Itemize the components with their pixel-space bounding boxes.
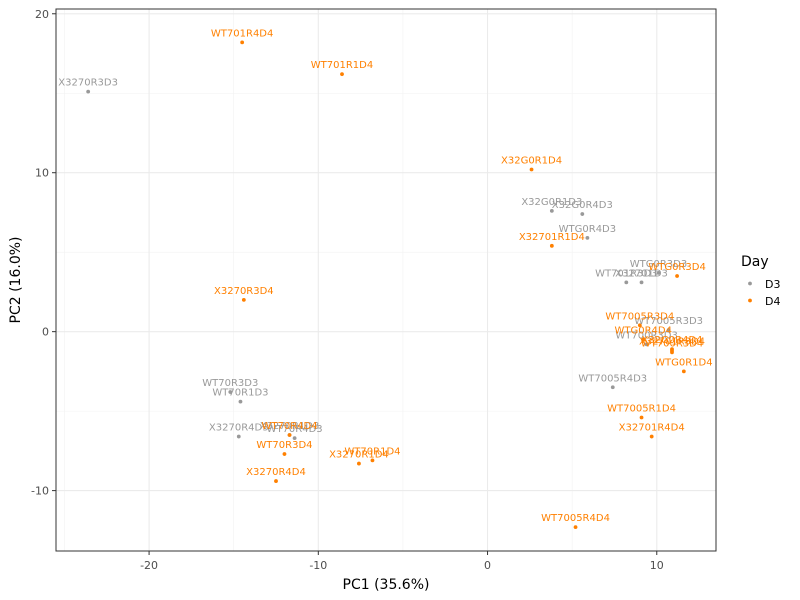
point-label: X3270R3D4	[214, 286, 274, 297]
point-label: WT70R1D3	[212, 388, 268, 399]
data-point-d3	[639, 280, 644, 285]
point-label: WT700R3D3	[615, 330, 677, 341]
point-label: X32G0R4D4	[641, 335, 702, 346]
point-label: X3270R3D3	[58, 78, 118, 89]
grid-lines	[56, 9, 716, 551]
data-point-d4	[637, 323, 642, 328]
point-label: WTG0R3D3	[630, 259, 687, 270]
data-points	[86, 40, 686, 530]
data-point-d3	[86, 89, 91, 94]
point-label: WTG0R1D4	[655, 357, 712, 368]
panel-border	[55, 8, 717, 552]
point-label: WT701R1D4	[311, 60, 373, 71]
point-label: X3270R4D4	[246, 467, 306, 478]
data-point-d4	[274, 479, 278, 483]
panel-background	[56, 9, 716, 551]
point-label: WT70R1D4	[344, 446, 400, 457]
point-label: WTG0R4D3	[559, 224, 616, 235]
data-point-d3	[610, 385, 615, 390]
legend-key-d4	[748, 298, 752, 303]
data-point-d3	[549, 208, 554, 213]
data-point-d4	[287, 433, 292, 437]
point-label: WT700R3D4	[641, 338, 703, 349]
point-label: WTG0R3D4	[648, 262, 705, 273]
data-point-d3	[666, 328, 671, 332]
point-label: WTG0R4D4	[614, 326, 671, 337]
point-label: WT7005R4D4	[541, 513, 610, 524]
data-point-d4	[675, 274, 679, 278]
y-tick-label: -10	[31, 485, 49, 498]
data-point-d3	[624, 280, 629, 285]
point-label: X32701R4D4	[619, 423, 685, 434]
data-point-d3	[585, 235, 590, 240]
data-point-d3	[236, 434, 241, 439]
data-point-d3	[228, 390, 233, 394]
data-point-d3	[656, 270, 661, 275]
data-point-d4	[340, 72, 344, 77]
axes: -20 -10 0 10 -10 0 10 20	[31, 8, 664, 572]
point-label: X3270R4D3	[209, 423, 269, 434]
data-point-d3	[238, 399, 243, 404]
data-point-d3	[644, 342, 649, 347]
point-label: X3270R1D4	[329, 450, 389, 461]
data-point-d4	[357, 461, 361, 466]
data-point-d4	[529, 167, 534, 172]
point-label: X32G0R4D3	[552, 200, 613, 211]
point-label: WT7005R1D4	[607, 403, 676, 414]
data-point-d4	[241, 297, 246, 302]
x-tick-label: -20	[140, 559, 158, 572]
data-point-d4	[670, 348, 674, 353]
point-label: WT70R4D4	[261, 421, 317, 432]
x-tick-label: 10	[650, 559, 664, 572]
data-point-d4	[549, 243, 554, 248]
y-tick-label: 10	[35, 167, 49, 180]
point-label: WT701R3D3	[595, 268, 657, 279]
legend-key-d3	[748, 281, 752, 286]
y-tick-label: 20	[35, 8, 49, 21]
point-label: WT70R3D4	[256, 440, 312, 451]
legend-label: D4	[765, 295, 780, 308]
point-label: X32701R3D4	[639, 337, 705, 348]
point-label: X3270R1D3	[260, 421, 320, 432]
y-axis-title: PC2 (16.0%)	[8, 237, 24, 324]
x-tick-label: -10	[309, 559, 327, 572]
point-label: WT7005R3D4	[605, 311, 674, 322]
data-point-d4	[649, 434, 654, 439]
point-label: WT70R4D3	[267, 424, 323, 435]
data-point-d3	[292, 436, 297, 441]
data-point-d4	[370, 458, 375, 463]
point-label: X32701D3	[615, 268, 668, 279]
point-label: WT701R4D4	[211, 28, 273, 39]
data-point-d4	[573, 525, 578, 530]
legend-label: D3	[765, 278, 780, 291]
data-point-d4	[282, 452, 287, 456]
data-point-d4	[681, 369, 686, 374]
x-axis-title: PC1 (35.6%)	[343, 577, 430, 593]
point-label: WT70R3D3	[202, 378, 258, 389]
legend-title: Day	[741, 254, 769, 270]
data-point-d4	[240, 40, 245, 45]
data-point-d3	[580, 212, 585, 216]
point-label: WT7005R4D3	[578, 373, 647, 384]
point-label: X32701R1D4	[519, 232, 585, 243]
point-label: X32G0R1D3	[521, 197, 582, 208]
data-point-d4	[641, 337, 646, 342]
y-tick-label: 0	[42, 326, 49, 339]
point-label: X32G0R1D4	[501, 156, 562, 167]
point-label: WT7005R3D3	[634, 316, 703, 327]
data-point-d4	[639, 415, 644, 420]
x-tick-label: 0	[484, 559, 491, 572]
